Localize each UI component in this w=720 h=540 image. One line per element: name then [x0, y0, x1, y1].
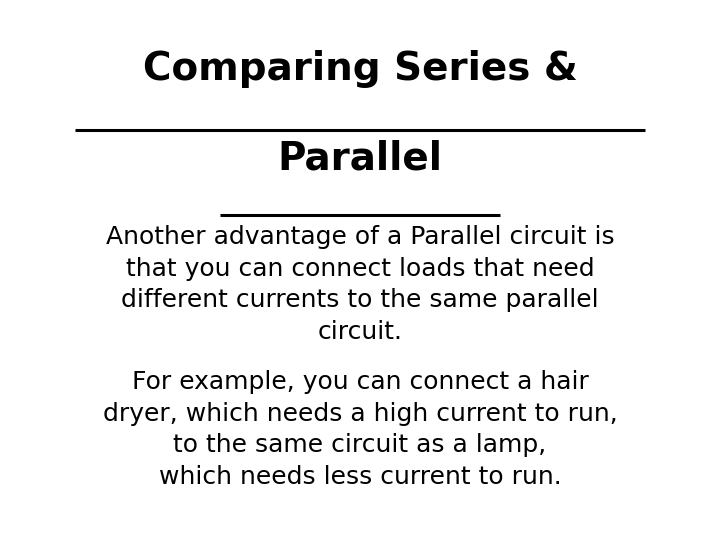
Text: Parallel: Parallel [277, 140, 443, 178]
Text: Comparing Series &: Comparing Series & [143, 50, 577, 88]
Text: Another advantage of a Parallel circuit is
that you can connect loads that need
: Another advantage of a Parallel circuit … [106, 225, 614, 344]
Text: For example, you can connect a hair
dryer, which needs a high current to run,
to: For example, you can connect a hair drye… [103, 370, 617, 489]
